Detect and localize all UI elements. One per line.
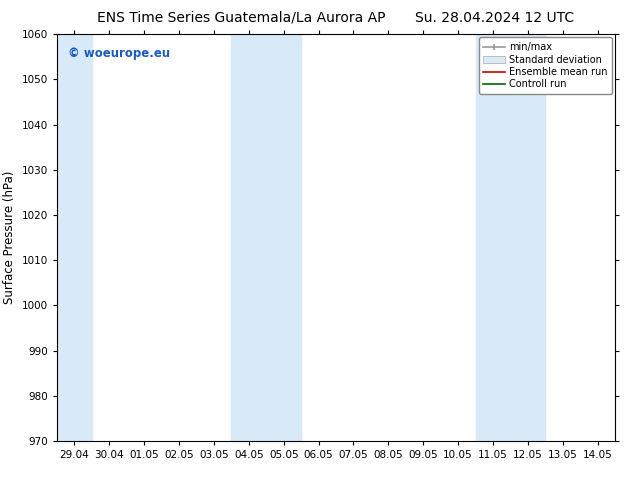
Text: Su. 28.04.2024 12 UTC: Su. 28.04.2024 12 UTC: [415, 11, 574, 25]
Text: ENS Time Series Guatemala/La Aurora AP: ENS Time Series Guatemala/La Aurora AP: [96, 11, 385, 25]
Text: © woeurope.eu: © woeurope.eu: [68, 47, 171, 59]
Y-axis label: Surface Pressure (hPa): Surface Pressure (hPa): [3, 171, 16, 304]
Bar: [476, 34, 545, 441]
Legend: min/max, Standard deviation, Ensemble mean run, Controll run: min/max, Standard deviation, Ensemble me…: [479, 37, 612, 94]
Bar: [57, 34, 92, 441]
Bar: [231, 34, 301, 441]
